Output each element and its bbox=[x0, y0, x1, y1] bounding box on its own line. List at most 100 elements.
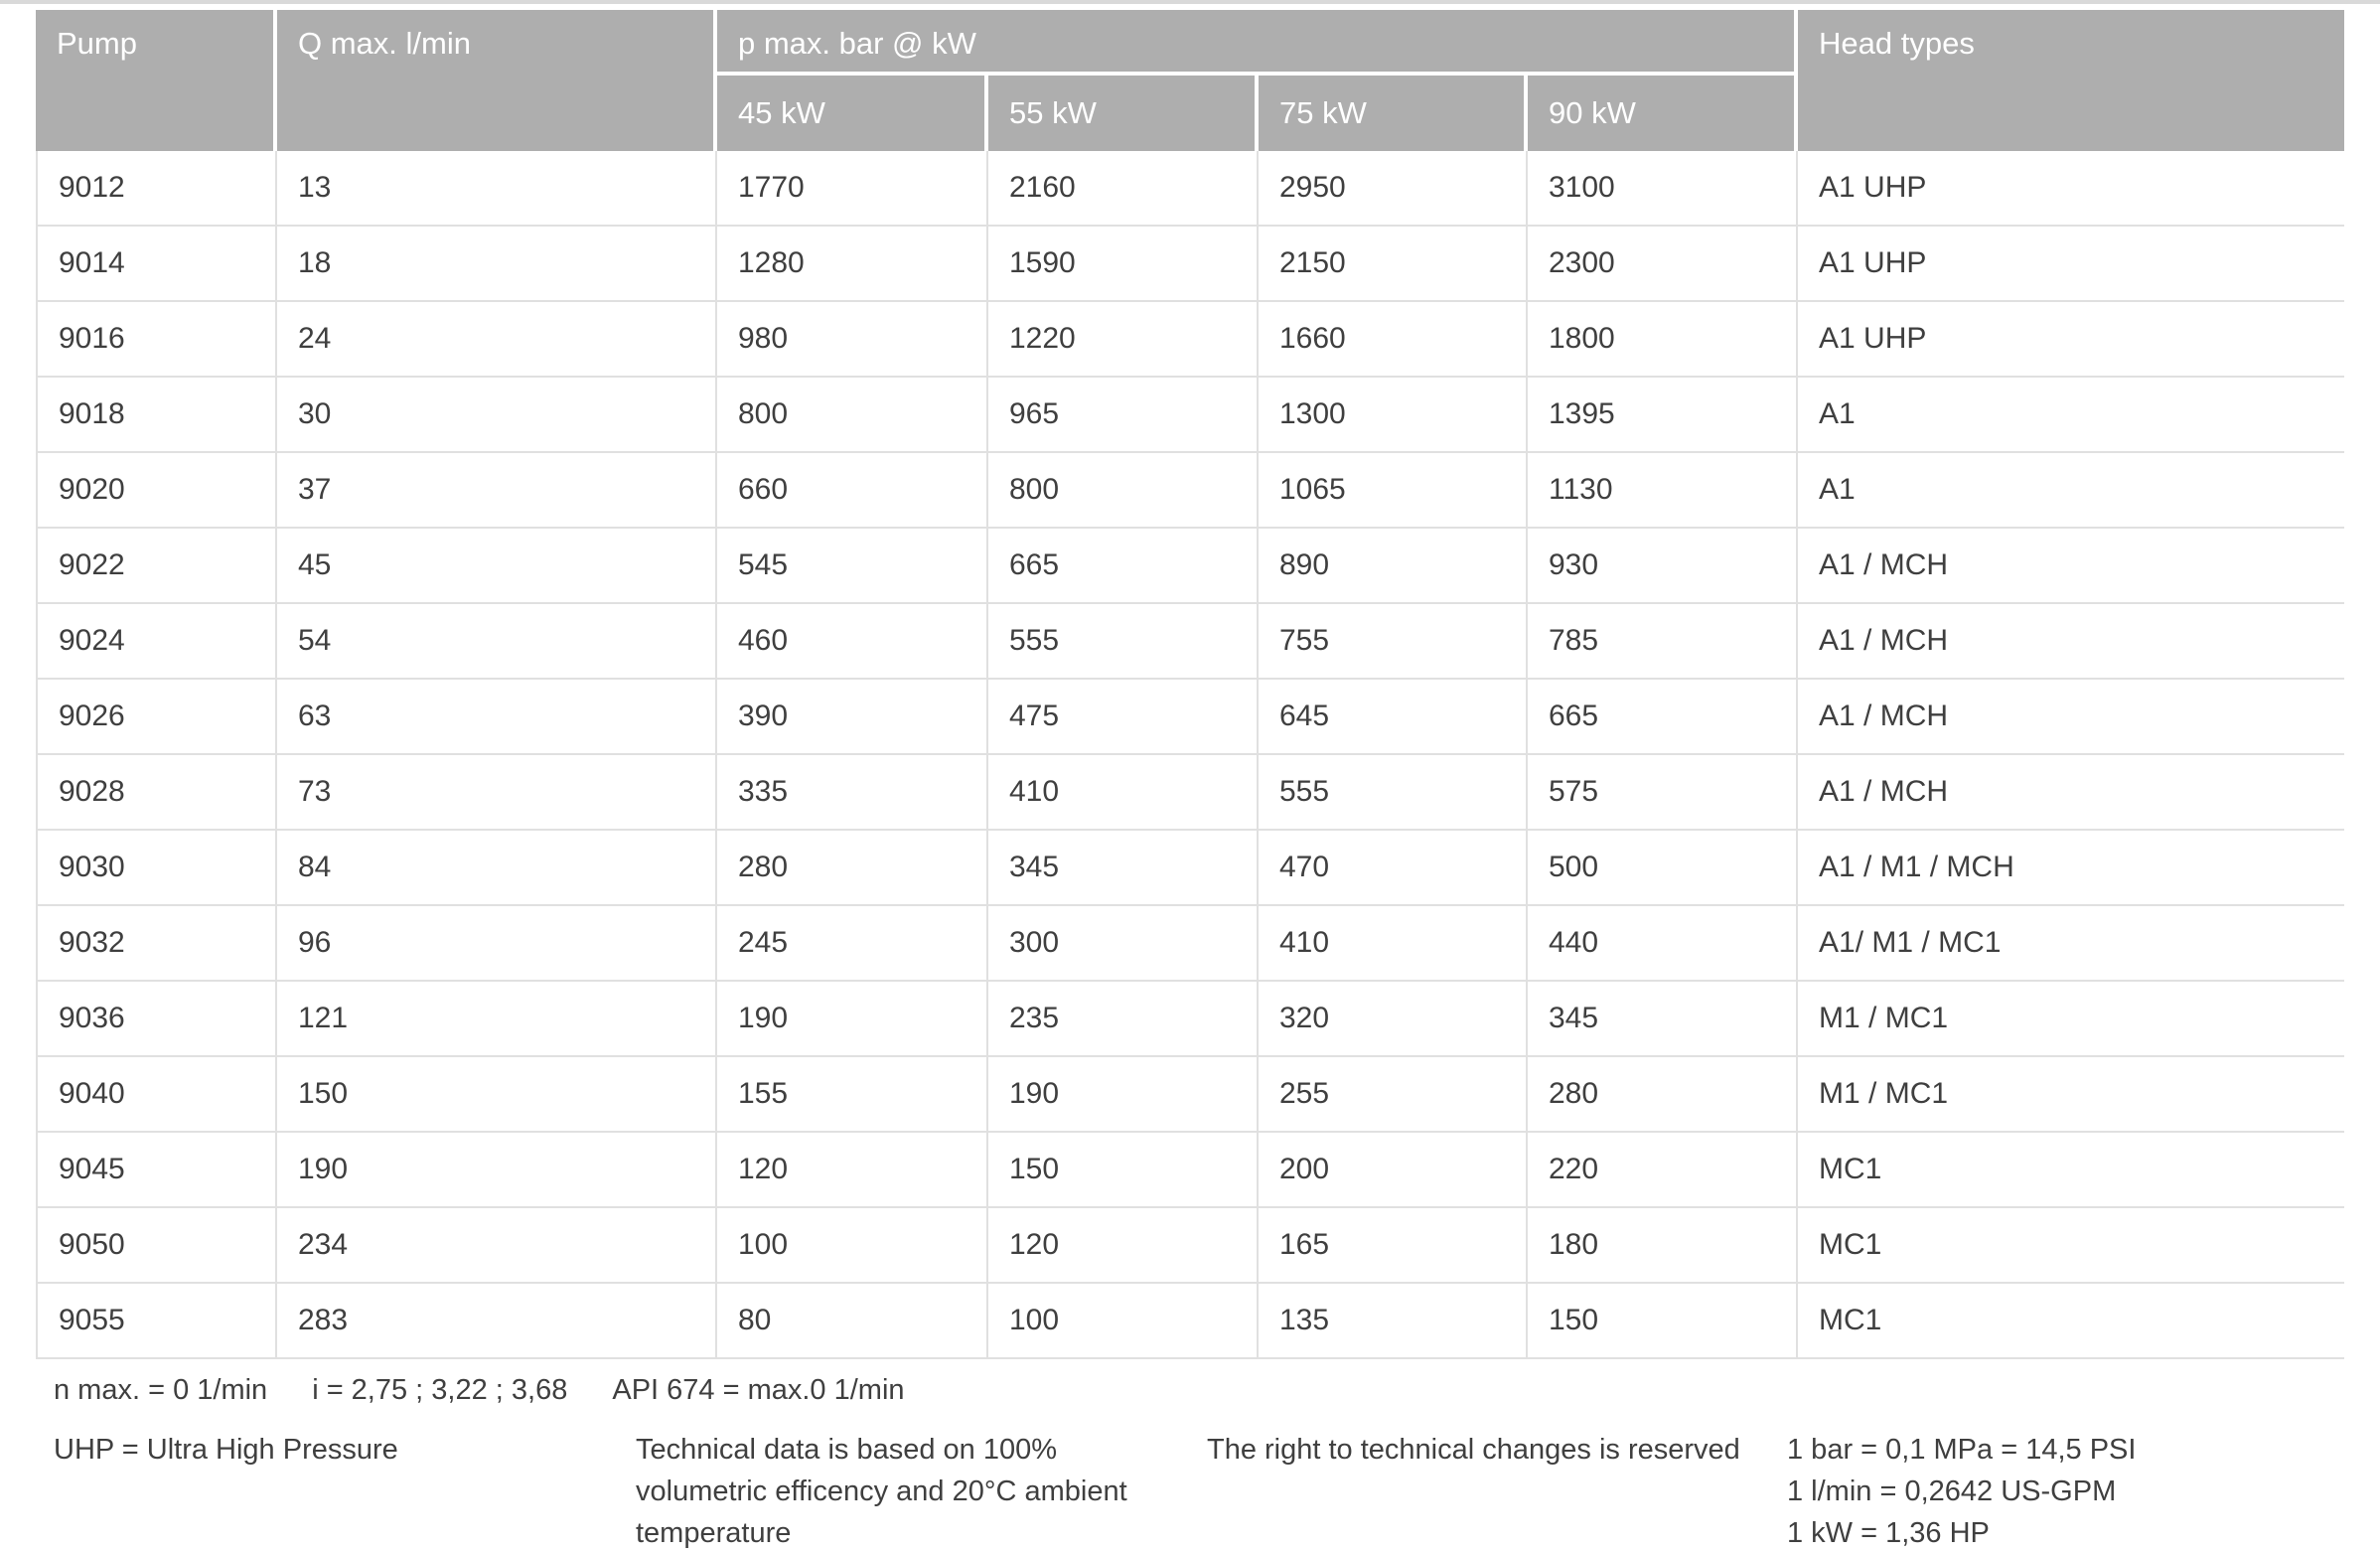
cell-p-90kw: 2300 bbox=[1528, 227, 1799, 302]
cell-p-55kw: 555 bbox=[988, 604, 1259, 680]
cell-p-90kw: 1395 bbox=[1528, 378, 1799, 453]
cell-p-45kw: 800 bbox=[717, 378, 988, 453]
table-body: 9012 13 1770 2160 2950 3100 A1 UHP 9014 … bbox=[36, 151, 2345, 1359]
cell-p-90kw: 220 bbox=[1528, 1133, 1799, 1208]
cell-pump: 9030 bbox=[36, 831, 277, 906]
cell-p-75kw: 755 bbox=[1259, 604, 1528, 680]
cell-p-55kw: 965 bbox=[988, 378, 1259, 453]
cell-q-max: 24 bbox=[277, 302, 717, 378]
cell-p-55kw: 345 bbox=[988, 831, 1259, 906]
header-55kw: 55 kW bbox=[988, 76, 1259, 151]
cell-p-45kw: 80 bbox=[717, 1284, 988, 1359]
cell-pump: 9045 bbox=[36, 1133, 277, 1208]
table-row: 9030 84 280 345 470 500 A1 / M1 / MCH bbox=[36, 831, 2345, 906]
cell-p-90kw: 280 bbox=[1528, 1057, 1799, 1133]
table-row: 9016 24 980 1220 1660 1800 A1 UHP bbox=[36, 302, 2345, 378]
cell-q-max: 63 bbox=[277, 680, 717, 755]
cell-pump: 9050 bbox=[36, 1208, 277, 1284]
cell-head-types: A1 / M1 / MCH bbox=[1798, 831, 2345, 906]
cell-head-types: A1 bbox=[1798, 378, 2345, 453]
cell-head-types: A1 bbox=[1798, 453, 2345, 529]
cell-q-max: 45 bbox=[277, 529, 717, 604]
table-row: 9032 96 245 300 410 440 A1/ M1 / MC1 bbox=[36, 906, 2345, 982]
cell-p-45kw: 1280 bbox=[717, 227, 988, 302]
cell-head-types: A1 / MCH bbox=[1798, 755, 2345, 831]
cell-pump: 9018 bbox=[36, 378, 277, 453]
cell-q-max: 37 bbox=[277, 453, 717, 529]
cell-p-55kw: 800 bbox=[988, 453, 1259, 529]
cell-q-max: 190 bbox=[277, 1133, 717, 1208]
header-head-types: Head types bbox=[1798, 10, 2345, 151]
cell-head-types: MC1 bbox=[1798, 1133, 2345, 1208]
cell-p-75kw: 890 bbox=[1259, 529, 1528, 604]
table-row: 9028 73 335 410 555 575 A1 / MCH bbox=[36, 755, 2345, 831]
cell-p-75kw: 1300 bbox=[1259, 378, 1528, 453]
header-75kw: 75 kW bbox=[1259, 76, 1528, 151]
cell-p-90kw: 500 bbox=[1528, 831, 1799, 906]
cell-p-75kw: 645 bbox=[1259, 680, 1528, 755]
cell-p-75kw: 2950 bbox=[1259, 151, 1528, 227]
cell-p-90kw: 3100 bbox=[1528, 151, 1799, 227]
cell-pump: 9012 bbox=[36, 151, 277, 227]
cell-head-types: A1 / MCH bbox=[1798, 680, 2345, 755]
cell-head-types: A1 UHP bbox=[1798, 227, 2345, 302]
conversion-kw-hp: 1 kW = 1,36 HP bbox=[1787, 1517, 1990, 1549]
footer-unit-conversions: 1 bar = 0,1 MPa = 14,5 PSI 1 l/min = 0,2… bbox=[1787, 1429, 2136, 1554]
cell-pump: 9022 bbox=[36, 529, 277, 604]
cell-q-max: 54 bbox=[277, 604, 717, 680]
cell-head-types: M1 / MC1 bbox=[1798, 1057, 2345, 1133]
cell-p-55kw: 2160 bbox=[988, 151, 1259, 227]
cell-pump: 9055 bbox=[36, 1284, 277, 1359]
cell-head-types: A1/ M1 / MC1 bbox=[1798, 906, 2345, 982]
cell-p-55kw: 1220 bbox=[988, 302, 1259, 378]
cell-pump: 9032 bbox=[36, 906, 277, 982]
cell-p-75kw: 255 bbox=[1259, 1057, 1528, 1133]
cell-p-55kw: 235 bbox=[988, 982, 1259, 1057]
cell-p-45kw: 460 bbox=[717, 604, 988, 680]
note-api-674: API 674 = max.0 1/min bbox=[612, 1374, 905, 1406]
header-45kw: 45 kW bbox=[717, 76, 988, 151]
table-row: 9018 30 800 965 1300 1395 A1 bbox=[36, 378, 2345, 453]
cell-p-75kw: 1660 bbox=[1259, 302, 1528, 378]
cell-p-90kw: 180 bbox=[1528, 1208, 1799, 1284]
cell-q-max: 84 bbox=[277, 831, 717, 906]
cell-p-55kw: 120 bbox=[988, 1208, 1259, 1284]
cell-p-45kw: 1770 bbox=[717, 151, 988, 227]
cell-p-75kw: 165 bbox=[1259, 1208, 1528, 1284]
cell-q-max: 150 bbox=[277, 1057, 717, 1133]
cell-pump: 9024 bbox=[36, 604, 277, 680]
cell-p-75kw: 200 bbox=[1259, 1133, 1528, 1208]
table-row: 9012 13 1770 2160 2950 3100 A1 UHP bbox=[36, 151, 2345, 227]
cell-p-45kw: 190 bbox=[717, 982, 988, 1057]
cell-head-types: MC1 bbox=[1798, 1284, 2345, 1359]
cell-q-max: 30 bbox=[277, 378, 717, 453]
table-row: 9045 190 120 150 200 220 MC1 bbox=[36, 1133, 2345, 1208]
cell-p-90kw: 150 bbox=[1528, 1284, 1799, 1359]
table-footnotes: n max. = 0 1/min i = 2,75 ; 3,22 ; 3,68 … bbox=[54, 1370, 905, 1410]
cell-p-45kw: 100 bbox=[717, 1208, 988, 1284]
cell-pump: 9020 bbox=[36, 453, 277, 529]
cell-p-45kw: 120 bbox=[717, 1133, 988, 1208]
cell-head-types: A1 UHP bbox=[1798, 151, 2345, 227]
note-n-max: n max. = 0 1/min bbox=[54, 1374, 268, 1406]
header-90kw: 90 kW bbox=[1528, 76, 1799, 151]
pump-spec-table-wrap: Pump Q max. l/min p max. bar @ kW Head t… bbox=[36, 10, 2345, 1359]
cell-head-types: M1 / MC1 bbox=[1798, 982, 2345, 1057]
cell-p-75kw: 555 bbox=[1259, 755, 1528, 831]
table-header: Pump Q max. l/min p max. bar @ kW Head t… bbox=[36, 10, 2345, 151]
cell-p-75kw: 410 bbox=[1259, 906, 1528, 982]
cell-q-max: 18 bbox=[277, 227, 717, 302]
cell-p-45kw: 390 bbox=[717, 680, 988, 755]
table-row: 9040 150 155 190 255 280 M1 / MC1 bbox=[36, 1057, 2345, 1133]
table-row: 9024 54 460 555 755 785 A1 / MCH bbox=[36, 604, 2345, 680]
cell-p-75kw: 135 bbox=[1259, 1284, 1528, 1359]
cell-p-55kw: 150 bbox=[988, 1133, 1259, 1208]
cell-q-max: 283 bbox=[277, 1284, 717, 1359]
cell-p-55kw: 410 bbox=[988, 755, 1259, 831]
cell-p-90kw: 665 bbox=[1528, 680, 1799, 755]
cell-pump: 9040 bbox=[36, 1057, 277, 1133]
note-i-ratios: i = 2,75 ; 3,22 ; 3,68 bbox=[312, 1374, 568, 1406]
table-row: 9026 63 390 475 645 665 A1 / MCH bbox=[36, 680, 2345, 755]
cell-p-90kw: 785 bbox=[1528, 604, 1799, 680]
